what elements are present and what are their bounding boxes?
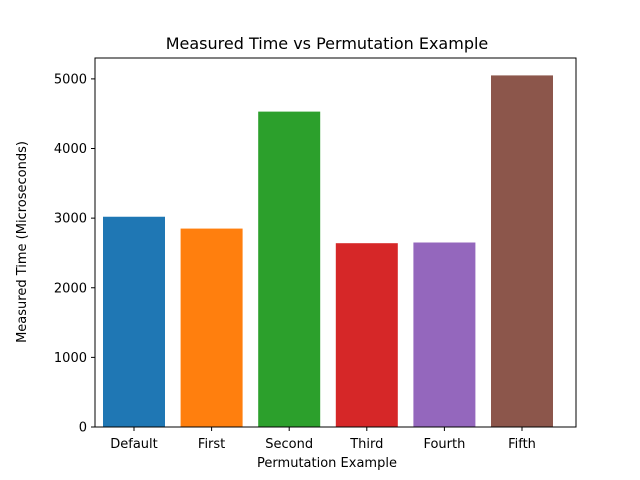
x-tick-label: First <box>198 437 225 452</box>
x-tick-label: Default <box>110 437 158 452</box>
y-tick-label: 1000 <box>54 351 87 366</box>
bars-group <box>103 75 553 428</box>
y-tick-label: 3000 <box>54 212 87 227</box>
y-tick-label: 5000 <box>54 72 87 87</box>
y-axis-ticks: 0 1000 2000 3000 4000 5000 <box>54 72 95 436</box>
x-tick-label: Second <box>265 437 313 452</box>
y-tick-label: 0 <box>79 421 87 436</box>
x-axis-ticks: Default First Second Third Fourth Fifth <box>110 427 536 452</box>
bar-fifth <box>491 75 553 427</box>
bar-default <box>103 216 165 427</box>
y-tick-label: 2000 <box>54 281 87 296</box>
x-tick-label: Third <box>349 437 383 452</box>
bar-fourth <box>413 242 476 427</box>
y-axis-label: Measured Time (Microseconds) <box>15 141 30 343</box>
x-tick-label: Fifth <box>508 437 536 452</box>
bar-second <box>258 111 321 428</box>
y-tick-label: 4000 <box>54 142 87 157</box>
plot-frame <box>94 57 577 428</box>
x-tick-label: Fourth <box>423 437 465 452</box>
chart-title: Measured Time vs Permutation Example <box>166 34 489 53</box>
bar-first <box>180 228 243 427</box>
bar-third <box>335 243 398 427</box>
x-axis-label: Permutation Example <box>257 456 397 471</box>
